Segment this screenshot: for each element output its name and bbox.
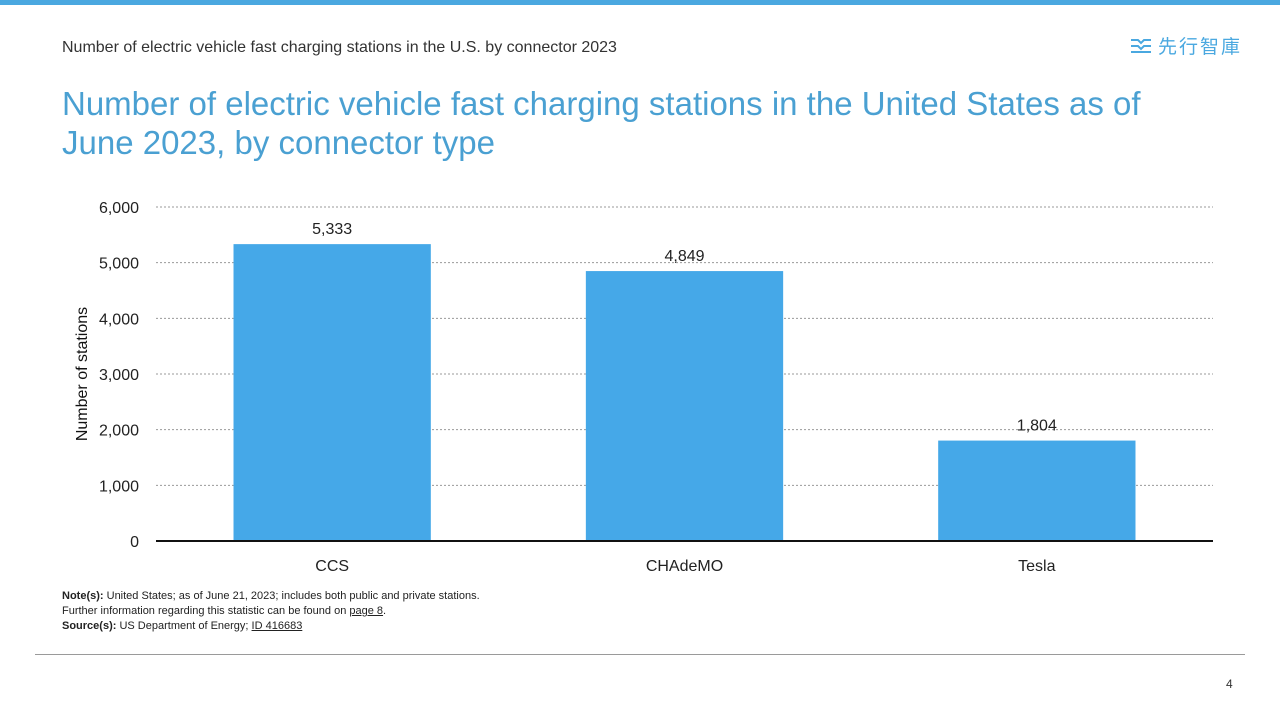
footer-divider	[35, 654, 1245, 655]
y-axis-label: Number of stations	[74, 307, 91, 441]
x-tick-label: Tesla	[1018, 558, 1055, 575]
page-link[interactable]: page 8	[349, 605, 384, 617]
y-tick-label: 3,000	[99, 367, 139, 384]
y-tick-label: 6,000	[99, 200, 139, 217]
y-tick-label: 4,000	[99, 311, 139, 328]
y-tick-label: 2,000	[99, 423, 139, 440]
bar-ccs	[233, 244, 431, 541]
note-label: Note(s):	[62, 590, 104, 602]
data-label: 1,804	[1017, 418, 1057, 435]
source-id-link[interactable]: ID 416683	[251, 620, 303, 632]
note-text: United States; as of June 21, 2023; incl…	[106, 590, 480, 602]
brand-logo: 先行智庫	[1130, 32, 1242, 59]
x-tick-label: CCS	[315, 558, 349, 575]
chart-notes: Note(s): United States; as of June 21, 2…	[62, 589, 480, 634]
y-axis-ticks: 0 1,000 2,000 3,000 4,000 5,000 6,000	[99, 200, 139, 551]
page-number: 4	[1226, 677, 1233, 691]
top-accent-bar	[0, 0, 1280, 5]
further-info-line: Further information regarding this stati…	[62, 604, 480, 619]
chart-title: Number of electric vehicle fast charging…	[62, 85, 1141, 161]
data-label: 4,849	[664, 248, 704, 265]
y-tick-label: 1,000	[99, 478, 139, 495]
x-tick-label: CHAdeMO	[646, 558, 723, 575]
bar-chademo	[585, 271, 784, 541]
source-label: Source(s):	[62, 620, 117, 632]
bar-tesla	[938, 440, 1136, 541]
note-line: Note(s): United States; as of June 21, 2…	[62, 589, 480, 604]
logo-text: 先行智庫	[1157, 36, 1242, 58]
bar-chart: 0 1,000 2,000 3,000 4,000 5,000 6,000 5,333 4,8…	[74, 200, 1213, 575]
data-labels: 5,333 4,849 1,804	[312, 221, 1057, 434]
further-end: .	[383, 605, 387, 617]
y-tick-label: 0	[130, 534, 139, 551]
x-axis-ticks: CCS CHAdeMO Tesla	[315, 558, 1055, 575]
further-text: Further information regarding this stati…	[62, 605, 347, 617]
bars	[233, 244, 1136, 541]
y-tick-label: 5,000	[99, 256, 139, 273]
page-subtitle: Number of electric vehicle fast charging…	[62, 39, 617, 56]
source-text: US Department of Energy;	[119, 620, 249, 632]
logo-stripes-icon	[1130, 38, 1151, 53]
source-line: Source(s): US Department of Energy; ID 4…	[62, 619, 480, 634]
data-label: 5,333	[312, 221, 352, 238]
